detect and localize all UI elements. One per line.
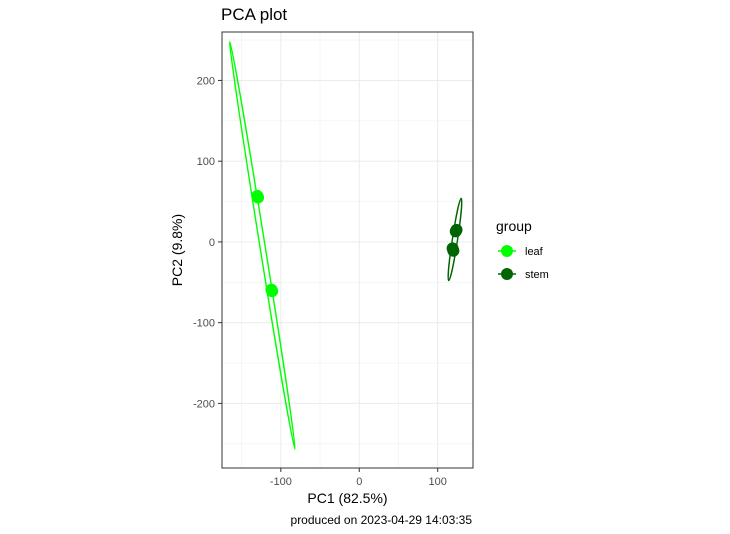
legend-title: group bbox=[496, 218, 532, 234]
y-tick-label: 200 bbox=[197, 75, 215, 87]
legend-label-stem: stem bbox=[525, 269, 549, 281]
chart-title: PCA plot bbox=[221, 5, 287, 24]
panel-background bbox=[222, 32, 473, 468]
point-leaf bbox=[252, 191, 265, 204]
y-tick-label: 100 bbox=[197, 156, 215, 168]
y-tick-label: -200 bbox=[193, 398, 215, 410]
legend-key-leaf bbox=[501, 245, 513, 257]
y-axis-title: PC2 (9.8%) bbox=[169, 214, 185, 286]
legend-label-leaf: leaf bbox=[525, 246, 544, 258]
panel-border bbox=[221, 31, 474, 469]
y-tick-label: -100 bbox=[193, 318, 215, 330]
x-tick-label: 0 bbox=[356, 476, 362, 488]
ellipse-stem bbox=[447, 197, 463, 282]
legend: group leaf stem bbox=[496, 218, 549, 281]
x-axis-title: PC1 (82.5%) bbox=[307, 490, 387, 506]
y-tick-label: 0 bbox=[209, 237, 215, 249]
x-tick-label: 100 bbox=[429, 476, 447, 488]
legend-key-stem bbox=[501, 268, 513, 280]
ellipse-leaf bbox=[229, 40, 296, 451]
point-stem bbox=[447, 244, 460, 257]
point-leaf bbox=[266, 285, 279, 298]
x-tick-label: -100 bbox=[270, 476, 292, 488]
plot-panel bbox=[221, 31, 474, 469]
caption: produced on 2023-04-29 14:03:35 bbox=[291, 513, 473, 527]
point-stem bbox=[449, 225, 462, 238]
